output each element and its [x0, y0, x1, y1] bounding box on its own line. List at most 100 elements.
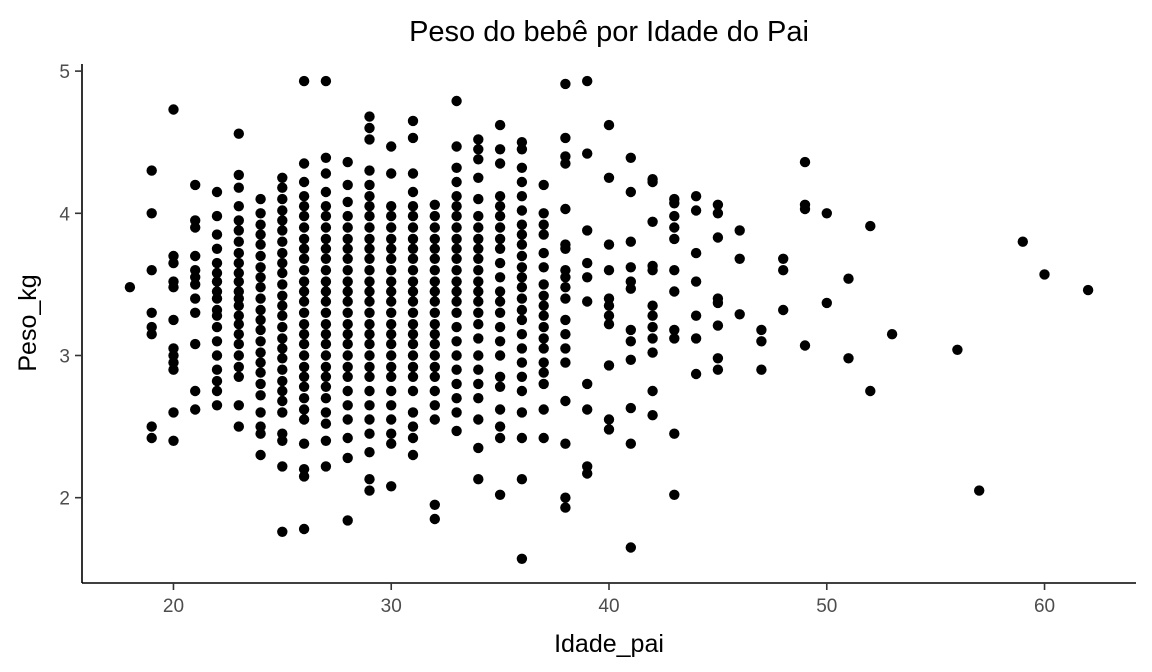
data-point	[778, 265, 789, 276]
data-point	[342, 233, 353, 245]
data-point	[364, 296, 375, 307]
data-point	[277, 300, 288, 311]
data-point	[712, 199, 724, 210]
data-point	[560, 502, 571, 513]
data-point	[320, 222, 332, 233]
data-point	[233, 361, 244, 373]
data-point	[255, 357, 266, 368]
data-point	[168, 407, 179, 418]
data-point	[386, 222, 397, 233]
data-point	[451, 162, 462, 173]
data-point	[407, 210, 419, 222]
data-point	[277, 321, 288, 333]
data-point	[712, 353, 724, 364]
data-point	[146, 307, 157, 318]
data-point	[690, 310, 702, 321]
data-point	[429, 222, 440, 233]
data-point	[516, 293, 528, 304]
data-point	[386, 265, 397, 276]
data-point	[386, 253, 397, 264]
data-point	[429, 210, 440, 222]
data-point	[255, 324, 266, 336]
data-point	[429, 338, 440, 350]
data-point	[451, 393, 462, 404]
data-point	[516, 304, 528, 316]
data-point	[473, 154, 484, 165]
data-point	[320, 307, 332, 318]
data-point	[451, 222, 462, 233]
data-point	[429, 296, 440, 307]
data-point	[342, 253, 353, 264]
data-point	[778, 253, 789, 264]
data-point	[277, 225, 288, 236]
data-point	[298, 438, 310, 449]
data-point	[190, 338, 201, 350]
data-point	[233, 310, 244, 321]
data-point	[407, 350, 419, 361]
data-point	[473, 393, 484, 404]
data-point	[734, 225, 745, 236]
data-point	[364, 233, 375, 245]
data-point	[277, 375, 288, 387]
data-point	[320, 435, 332, 446]
data-point	[190, 222, 201, 233]
data-point	[298, 176, 310, 188]
data-point	[364, 385, 375, 397]
y-tick-label: 3	[59, 346, 70, 367]
data-point	[429, 371, 440, 382]
points-group	[124, 75, 1094, 564]
data-point	[342, 350, 353, 361]
x-tick-label: 60	[1034, 596, 1055, 617]
data-point	[233, 400, 244, 411]
chart-title: Peso do bebê por Idade do Pai	[409, 16, 809, 48]
data-point	[255, 314, 266, 326]
data-point	[516, 329, 528, 340]
data-point	[364, 350, 375, 361]
data-point	[407, 449, 419, 461]
data-point	[255, 390, 266, 401]
data-point	[473, 265, 484, 276]
data-point	[168, 282, 179, 293]
data-point	[1082, 284, 1094, 296]
data-point	[277, 172, 288, 183]
data-point	[255, 219, 266, 230]
data-point	[582, 225, 593, 236]
data-point	[647, 216, 658, 227]
data-point	[712, 364, 724, 375]
data-point	[255, 229, 266, 240]
data-point	[451, 286, 462, 297]
data-point	[821, 208, 832, 219]
data-point	[364, 201, 375, 212]
data-point	[690, 191, 702, 202]
data-point	[320, 361, 332, 373]
data-point	[298, 75, 310, 87]
data-point	[560, 132, 571, 144]
data-point	[429, 499, 440, 510]
data-point	[407, 243, 419, 254]
data-point	[364, 265, 375, 276]
data-point	[211, 321, 223, 333]
data-point	[473, 296, 484, 307]
data-point	[386, 276, 397, 287]
data-point	[364, 371, 375, 382]
data-point	[603, 310, 615, 321]
data-point	[494, 350, 506, 361]
data-point	[320, 253, 332, 264]
data-point	[342, 156, 353, 168]
data-point	[298, 201, 310, 212]
data-point	[712, 297, 724, 309]
data-point	[473, 222, 484, 233]
data-point	[407, 371, 419, 382]
data-point	[190, 179, 201, 191]
data-point	[690, 205, 702, 216]
data-point	[669, 233, 680, 245]
data-point	[625, 186, 636, 198]
data-point	[255, 336, 266, 347]
data-point	[451, 210, 462, 222]
data-point	[538, 229, 549, 240]
data-point	[146, 421, 157, 432]
data-point	[211, 267, 223, 279]
data-point	[320, 296, 332, 307]
data-point	[429, 265, 440, 276]
data-point	[255, 347, 266, 358]
